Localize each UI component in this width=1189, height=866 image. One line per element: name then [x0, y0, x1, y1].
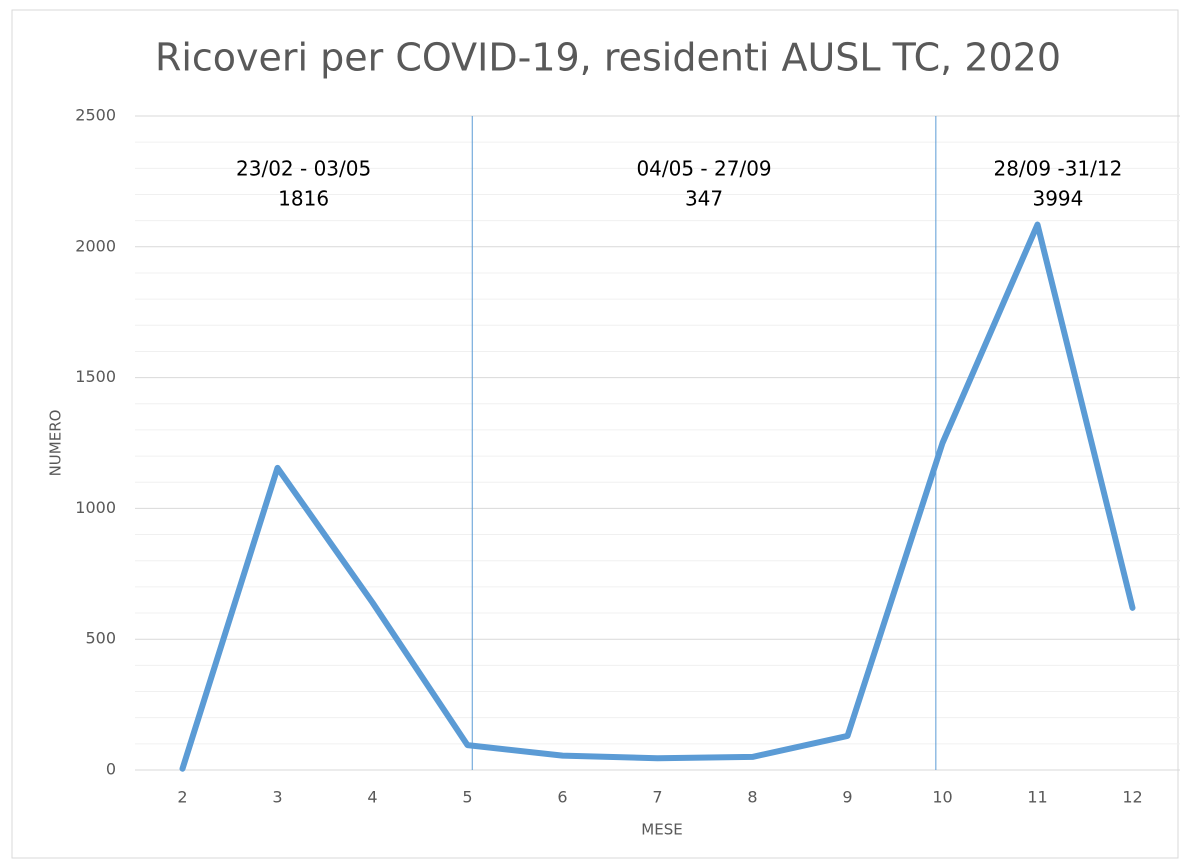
period-total: 1816: [278, 187, 329, 211]
y-tick-label: 500: [85, 629, 116, 648]
x-tick-label: 5: [462, 788, 472, 807]
x-tick-label: 8: [747, 788, 757, 807]
chart-title: Ricoveri per COVID-19, residenti AUSL TC…: [155, 36, 1061, 80]
y-tick-label: 1500: [75, 367, 116, 386]
y-tick-label: 2500: [75, 106, 116, 125]
x-axis-label: MESE: [641, 821, 682, 839]
period-label: 28/09 -31/12: [993, 157, 1122, 181]
chart-frame: [11, 9, 1179, 859]
y-tick-label: 1000: [75, 498, 116, 517]
x-tick-label: 2: [177, 788, 187, 807]
x-tick-label: 10: [932, 788, 952, 807]
x-tick-label: 11: [1027, 788, 1047, 807]
x-tick-label: 4: [367, 788, 377, 807]
x-tick-label: 9: [842, 788, 852, 807]
data-line: [179, 221, 1136, 772]
y-tick-label: 2000: [75, 236, 116, 255]
period-label: 04/05 - 27/09: [636, 157, 771, 181]
y-tick-label: 0: [106, 760, 116, 779]
period-total: 347: [685, 187, 723, 211]
period-label: 23/02 - 03/05: [236, 157, 371, 181]
x-tick-label: 7: [652, 788, 662, 807]
y-axis-label: NUMERO: [47, 410, 65, 477]
period-total: 3994: [1032, 187, 1083, 211]
x-tick-label: 12: [1122, 788, 1142, 807]
x-tick-label: 3: [272, 788, 282, 807]
x-tick-label: 6: [557, 788, 567, 807]
